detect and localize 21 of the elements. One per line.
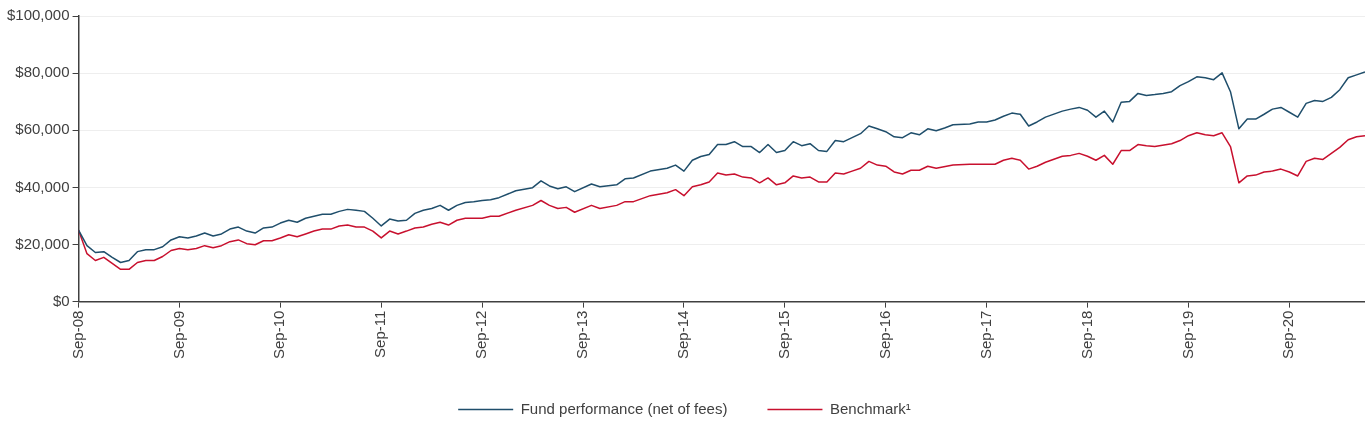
x-tick-label: Sep-18 xyxy=(1077,310,1095,360)
y-tick-label: $40,000 xyxy=(15,177,70,195)
x-tick-label: Sep-15 xyxy=(774,310,792,360)
y-tick-label: $100,000 xyxy=(6,6,70,24)
x-tick-label: Sep-11 xyxy=(371,310,389,358)
x-tick-label: Sep-10 xyxy=(270,310,288,360)
x-tick-label: Sep-08 xyxy=(68,310,86,360)
y-tick-label: $80,000 xyxy=(15,63,70,81)
x-tick-label: Sep-17 xyxy=(976,310,994,360)
x-tick-label: Sep-13 xyxy=(573,310,591,360)
legend-label: Fund performance (net of fees) xyxy=(520,399,728,417)
x-tick-label: Sep-09 xyxy=(169,310,187,360)
x-tick-label: Sep-14 xyxy=(674,310,692,360)
y-tick-label: $20,000 xyxy=(15,234,70,252)
x-tick-label: Sep-19 xyxy=(1178,310,1196,360)
x-tick-label: Sep-12 xyxy=(472,310,490,360)
x-tick-label: Sep-16 xyxy=(875,310,893,360)
y-tick-label: $60,000 xyxy=(15,120,70,138)
y-tick-label: $0 xyxy=(52,291,70,309)
x-tick-label: Sep-20 xyxy=(1279,310,1297,360)
legend-label: Benchmark¹ xyxy=(829,399,911,417)
